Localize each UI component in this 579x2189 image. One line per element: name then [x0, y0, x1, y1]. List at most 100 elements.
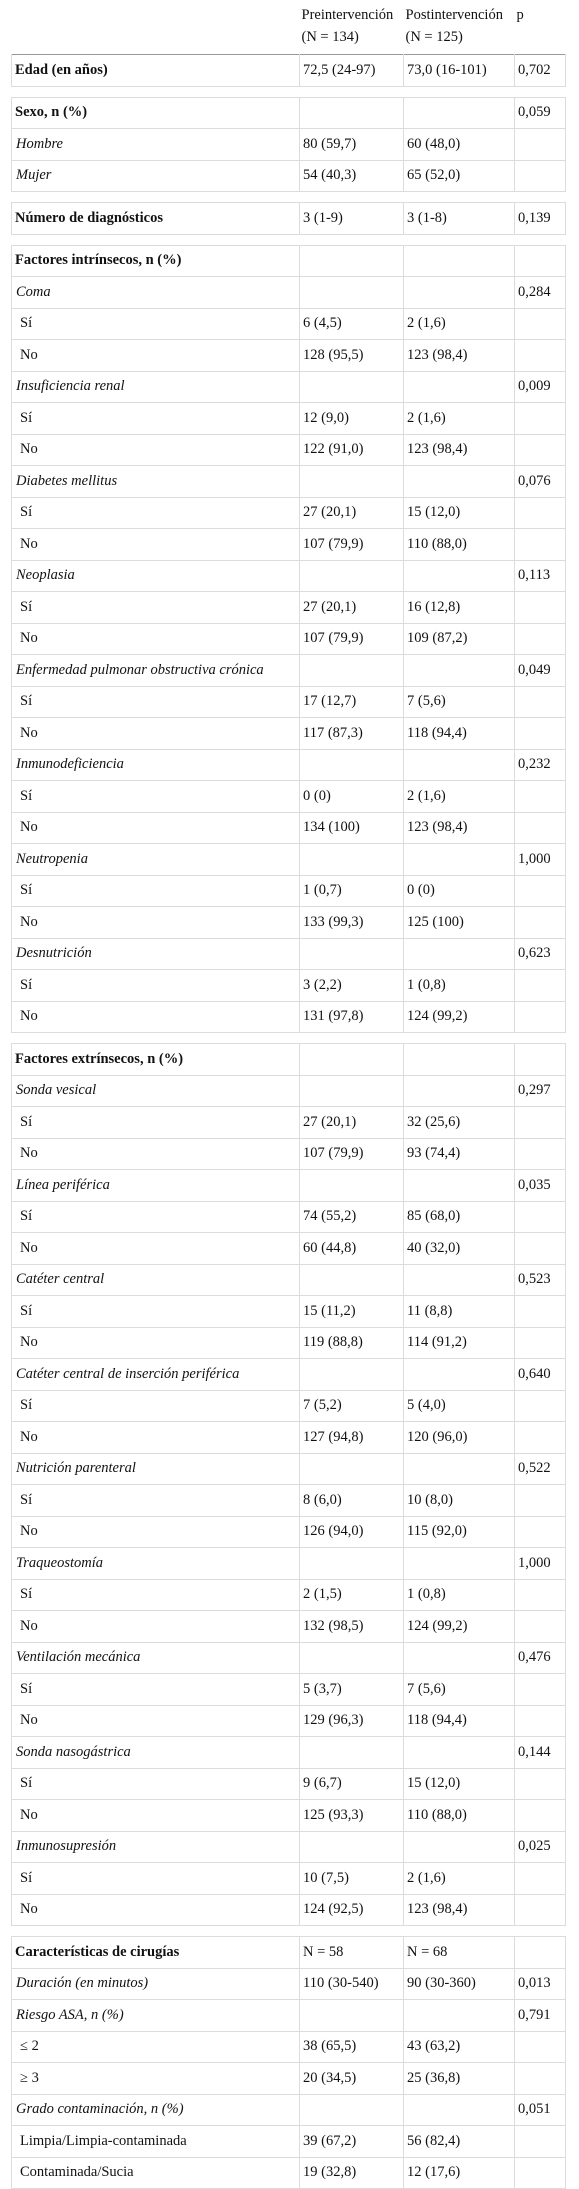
cell: Sí: [11, 1295, 300, 1328]
cell: [403, 1032, 515, 1044]
cell: 0,476: [514, 1641, 566, 1674]
cell: 0,522: [514, 1452, 566, 1485]
item-row: Traqueostomía 1,000: [11, 1547, 566, 1580]
cell: 117 (87,3): [299, 717, 404, 750]
cell: Sexo, n (%): [11, 96, 300, 129]
opt-row: ≤ 2 38 (65,5) 43 (63,2): [11, 2030, 566, 2063]
cell: 1 (0,7): [299, 874, 404, 907]
cell: No: [11, 811, 300, 844]
opt-row: No 128 (95,5) 123 (98,4): [11, 339, 566, 372]
cell: [514, 780, 566, 813]
cell: [299, 465, 404, 498]
cell: Número de diagnósticos: [11, 202, 300, 235]
cell: [514, 1484, 566, 1517]
cell: Sí: [11, 1673, 300, 1706]
cell: Inmunodeficiencia: [11, 748, 300, 781]
cell: 0 (0): [403, 874, 515, 907]
cell: 15 (12,0): [403, 496, 515, 529]
cell: [403, 2093, 515, 2126]
cell: 114 (91,2): [403, 1326, 515, 1359]
cell: Neoplasia: [11, 559, 300, 592]
cell: No: [11, 717, 300, 750]
cell: [514, 2156, 566, 2189]
cell: 123 (98,4): [403, 1893, 515, 1926]
cell: Neutropenia: [11, 843, 300, 876]
header-text: (N = 125): [405, 29, 463, 45]
item-row: Enfermedad pulmonar obstructiva crónica 0…: [11, 654, 566, 687]
cell: 93 (74,4): [403, 1137, 515, 1170]
header-text: Preintervención: [301, 7, 394, 23]
cell: 2 (1,6): [403, 402, 515, 435]
opt-row: No 107 (79,9) 93 (74,4): [11, 1137, 566, 1170]
cell: 0,144: [514, 1736, 566, 1769]
cell: 27 (20,1): [299, 1106, 404, 1139]
cell: [514, 1232, 566, 1265]
cell: [514, 128, 566, 161]
cell: 19 (32,8): [299, 2156, 404, 2189]
cell: [514, 1389, 566, 1422]
item-row: Nutrición parenteral 0,522: [11, 1452, 566, 1485]
header-cell: Postintervención (N = 125): [404, 2, 515, 55]
cell: [403, 843, 515, 876]
cell: 12 (9,0): [299, 402, 404, 435]
cell: [299, 2093, 404, 2126]
cell: [403, 1169, 515, 1202]
cell: 0,049: [514, 654, 566, 687]
opt-row: Sí 7 (5,2) 5 (4,0): [11, 1389, 566, 1422]
cell: Sí: [11, 402, 300, 435]
opt-row: No 126 (94,0) 115 (92,0): [11, 1515, 566, 1548]
cell: 110 (88,0): [403, 528, 515, 561]
cell: Sonda vesical: [11, 1074, 300, 1107]
cell: [299, 85, 404, 98]
opt-row: Sí 6 (4,5) 2 (1,6): [11, 307, 566, 340]
cell: N = 68: [403, 1936, 515, 1969]
opt-row: No 129 (96,3) 118 (94,4): [11, 1704, 566, 1737]
cell: 80 (59,7): [299, 128, 404, 161]
cell: [299, 1074, 404, 1107]
opt-row: No 127 (94,8) 120 (96,0): [11, 1421, 566, 1454]
table-header: Preintervención (N = 134) Postintervención…: [12, 2, 566, 55]
item-row: Riesgo ASA, n (%) 0,791: [11, 1999, 566, 2032]
cell: [514, 233, 566, 246]
cell: 54 (40,3): [299, 159, 404, 192]
cell: 133 (99,3): [299, 906, 404, 939]
cell: [11, 1925, 300, 1937]
cell: [299, 1830, 404, 1863]
cell: 85 (68,0): [403, 1200, 515, 1233]
opt-row: Sí 9 (6,7) 15 (12,0): [11, 1767, 566, 1800]
cell: 0,284: [514, 276, 566, 309]
cell: [514, 906, 566, 939]
cell: Catéter central de inserción periférica: [11, 1358, 300, 1391]
cell: 27 (20,1): [299, 591, 404, 624]
cell: [403, 559, 515, 592]
cell: [514, 1925, 566, 1937]
cell: 39 (67,2): [299, 2125, 404, 2158]
cell: [299, 96, 404, 129]
item-row: Desnutrición 0,623: [11, 937, 566, 970]
cell: [299, 370, 404, 403]
cell: 118 (94,4): [403, 1704, 515, 1737]
cell: Sí: [11, 1200, 300, 1233]
cell: [299, 559, 404, 592]
cell: [11, 85, 300, 98]
cell: [403, 1074, 515, 1107]
cell: [514, 2062, 566, 2095]
cell: 32 (25,6): [403, 1106, 515, 1139]
opt-row: Sí 8 (6,0) 10 (8,0): [11, 1484, 566, 1517]
cell: Enfermedad pulmonar obstructiva crónica: [11, 654, 300, 687]
cell: [514, 1137, 566, 1170]
opt-row: Contaminada/Sucia 19 (32,8) 12 (17,6): [11, 2156, 566, 2189]
cell: Traqueostomía: [11, 1547, 300, 1580]
cell: Sí: [11, 1389, 300, 1422]
cell: 10 (7,5): [299, 1862, 404, 1895]
cell: Mujer: [11, 159, 300, 192]
cell: No: [11, 1893, 300, 1926]
cell: Grado contaminación, n (%): [11, 2093, 300, 2126]
cell: [299, 843, 404, 876]
opt-row: No 124 (92,5) 123 (98,4): [11, 1893, 566, 1926]
sec-row: Características de cirugías N = 58 N = 68: [11, 1936, 566, 1969]
cell: 0,009: [514, 370, 566, 403]
cell: [299, 1169, 404, 1202]
cell: Sí: [11, 874, 300, 907]
cell: [403, 244, 515, 277]
